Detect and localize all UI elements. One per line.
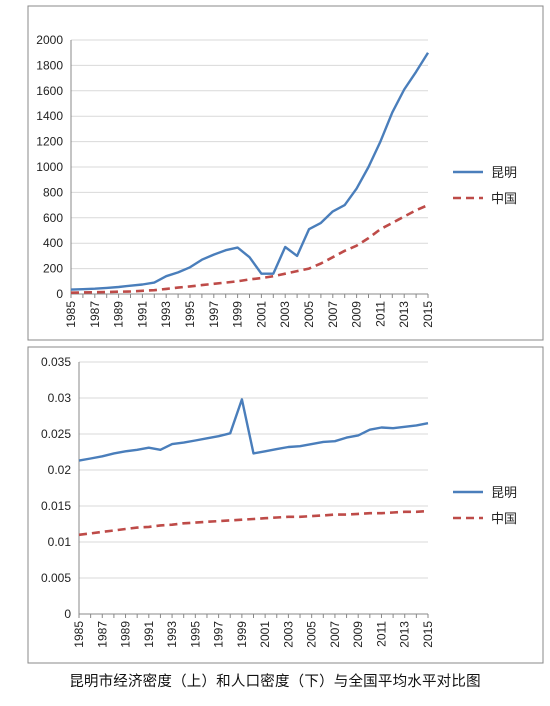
chart-2: 0 0.005 0.01 0.015 0.02 0.025 0.03 0.035 1985 198… <box>27 346 544 664</box>
x-tick-label: 1993 <box>159 301 173 328</box>
y-tick-label: 800 <box>43 185 63 199</box>
y-tick-label: 0.035 <box>41 355 71 369</box>
y-tick-label: 1600 <box>36 84 63 98</box>
x-tick-label: 1997 <box>212 621 226 648</box>
x-tick-label: 2003 <box>281 621 295 648</box>
x-tick-label: 2011 <box>374 621 388 647</box>
legend-label-2: 中国 <box>491 192 517 207</box>
y-tick-label: 200 <box>43 262 63 276</box>
chart-border <box>27 346 544 664</box>
y-tick-label: 400 <box>43 236 63 250</box>
x-tick-label: 2007 <box>328 621 342 648</box>
x-tick-label: 2005 <box>305 621 319 648</box>
economic-density-chart-svg: 0 200 400 600 800 1000 1200 1400 1600 1800 2000 198… <box>27 5 544 341</box>
chart-border <box>27 5 544 341</box>
y-tick-label: 2000 <box>36 33 63 47</box>
series-line-2 <box>70 203 429 294</box>
x-tick-label: 2003 <box>278 301 292 328</box>
legend-label-2: 中国 <box>491 512 517 527</box>
y-tick-label: 0.02 <box>48 463 72 477</box>
x-tick-label: 2007 <box>326 301 340 328</box>
x-tick-label: 1999 <box>235 621 249 648</box>
x-tick-label: 2009 <box>351 621 365 648</box>
y-tick-label: 1400 <box>36 109 63 123</box>
population-density-chart-svg: 0 0.005 0.01 0.015 0.02 0.025 0.03 0.035 1985 198… <box>27 346 544 664</box>
legend-label-1: 昆明 <box>491 166 517 181</box>
x-tick-label: 1993 <box>165 621 179 648</box>
series-line-1 <box>78 398 429 462</box>
chart-1: 0 200 400 600 800 1000 1200 1400 1600 1800 2000 198… <box>27 5 544 341</box>
y-tick-label: 0.01 <box>48 535 72 549</box>
y-tick-label: 1000 <box>36 160 63 174</box>
x-tick-label: 2009 <box>350 301 364 328</box>
y-tick-label: 0 <box>56 287 63 301</box>
y-tick-label: 0.025 <box>41 427 71 441</box>
economic-density-chart: 0 200 400 600 800 1000 1200 1400 1600 1800 2000 198… <box>0 0 550 345</box>
legend-label-1: 昆明 <box>491 486 517 501</box>
x-tick-label: 2015 <box>421 301 435 328</box>
x-tick-label: 2015 <box>421 621 435 648</box>
y-tick-label: 0 <box>64 607 71 621</box>
x-tick-label: 1985 <box>72 621 86 648</box>
x-tick-label: 1991 <box>135 301 149 328</box>
x-tick-label: 1987 <box>95 621 109 648</box>
x-tick-label: 2005 <box>302 301 316 328</box>
x-tick-label: 2013 <box>397 301 411 328</box>
series-line-2 <box>78 509 429 537</box>
x-tick-label: 1989 <box>119 621 133 648</box>
x-tick-label: 1995 <box>188 621 202 648</box>
x-tick-label: 1997 <box>207 301 221 328</box>
series-line-1 <box>70 52 430 291</box>
x-tick-label: 2001 <box>254 301 268 328</box>
figure-caption: 昆明市经济密度（上）和人口密度（下）与全国平均水平对比图 <box>69 674 481 690</box>
x-tick-label: 1987 <box>88 301 102 328</box>
y-tick-label: 600 <box>43 211 63 225</box>
y-tick-label: 0.005 <box>41 571 71 585</box>
x-tick-label: 1999 <box>231 301 245 328</box>
y-tick-label: 0.03 <box>48 391 72 405</box>
y-tick-label: 1800 <box>36 58 63 72</box>
x-tick-label: 2011 <box>373 301 387 327</box>
y-tick-label: 0.015 <box>41 499 71 513</box>
x-tick-label: 1995 <box>183 301 197 328</box>
population-density-chart: 0 0.005 0.01 0.015 0.02 0.025 0.03 0.035 1985 198… <box>0 345 550 665</box>
x-tick-label: 1985 <box>64 301 78 328</box>
x-tick-label: 2001 <box>258 621 272 648</box>
y-tick-label: 1200 <box>36 135 63 149</box>
x-tick-label: 2013 <box>398 621 412 648</box>
x-tick-label: 1991 <box>142 621 156 648</box>
x-tick-label: 1989 <box>112 301 126 328</box>
